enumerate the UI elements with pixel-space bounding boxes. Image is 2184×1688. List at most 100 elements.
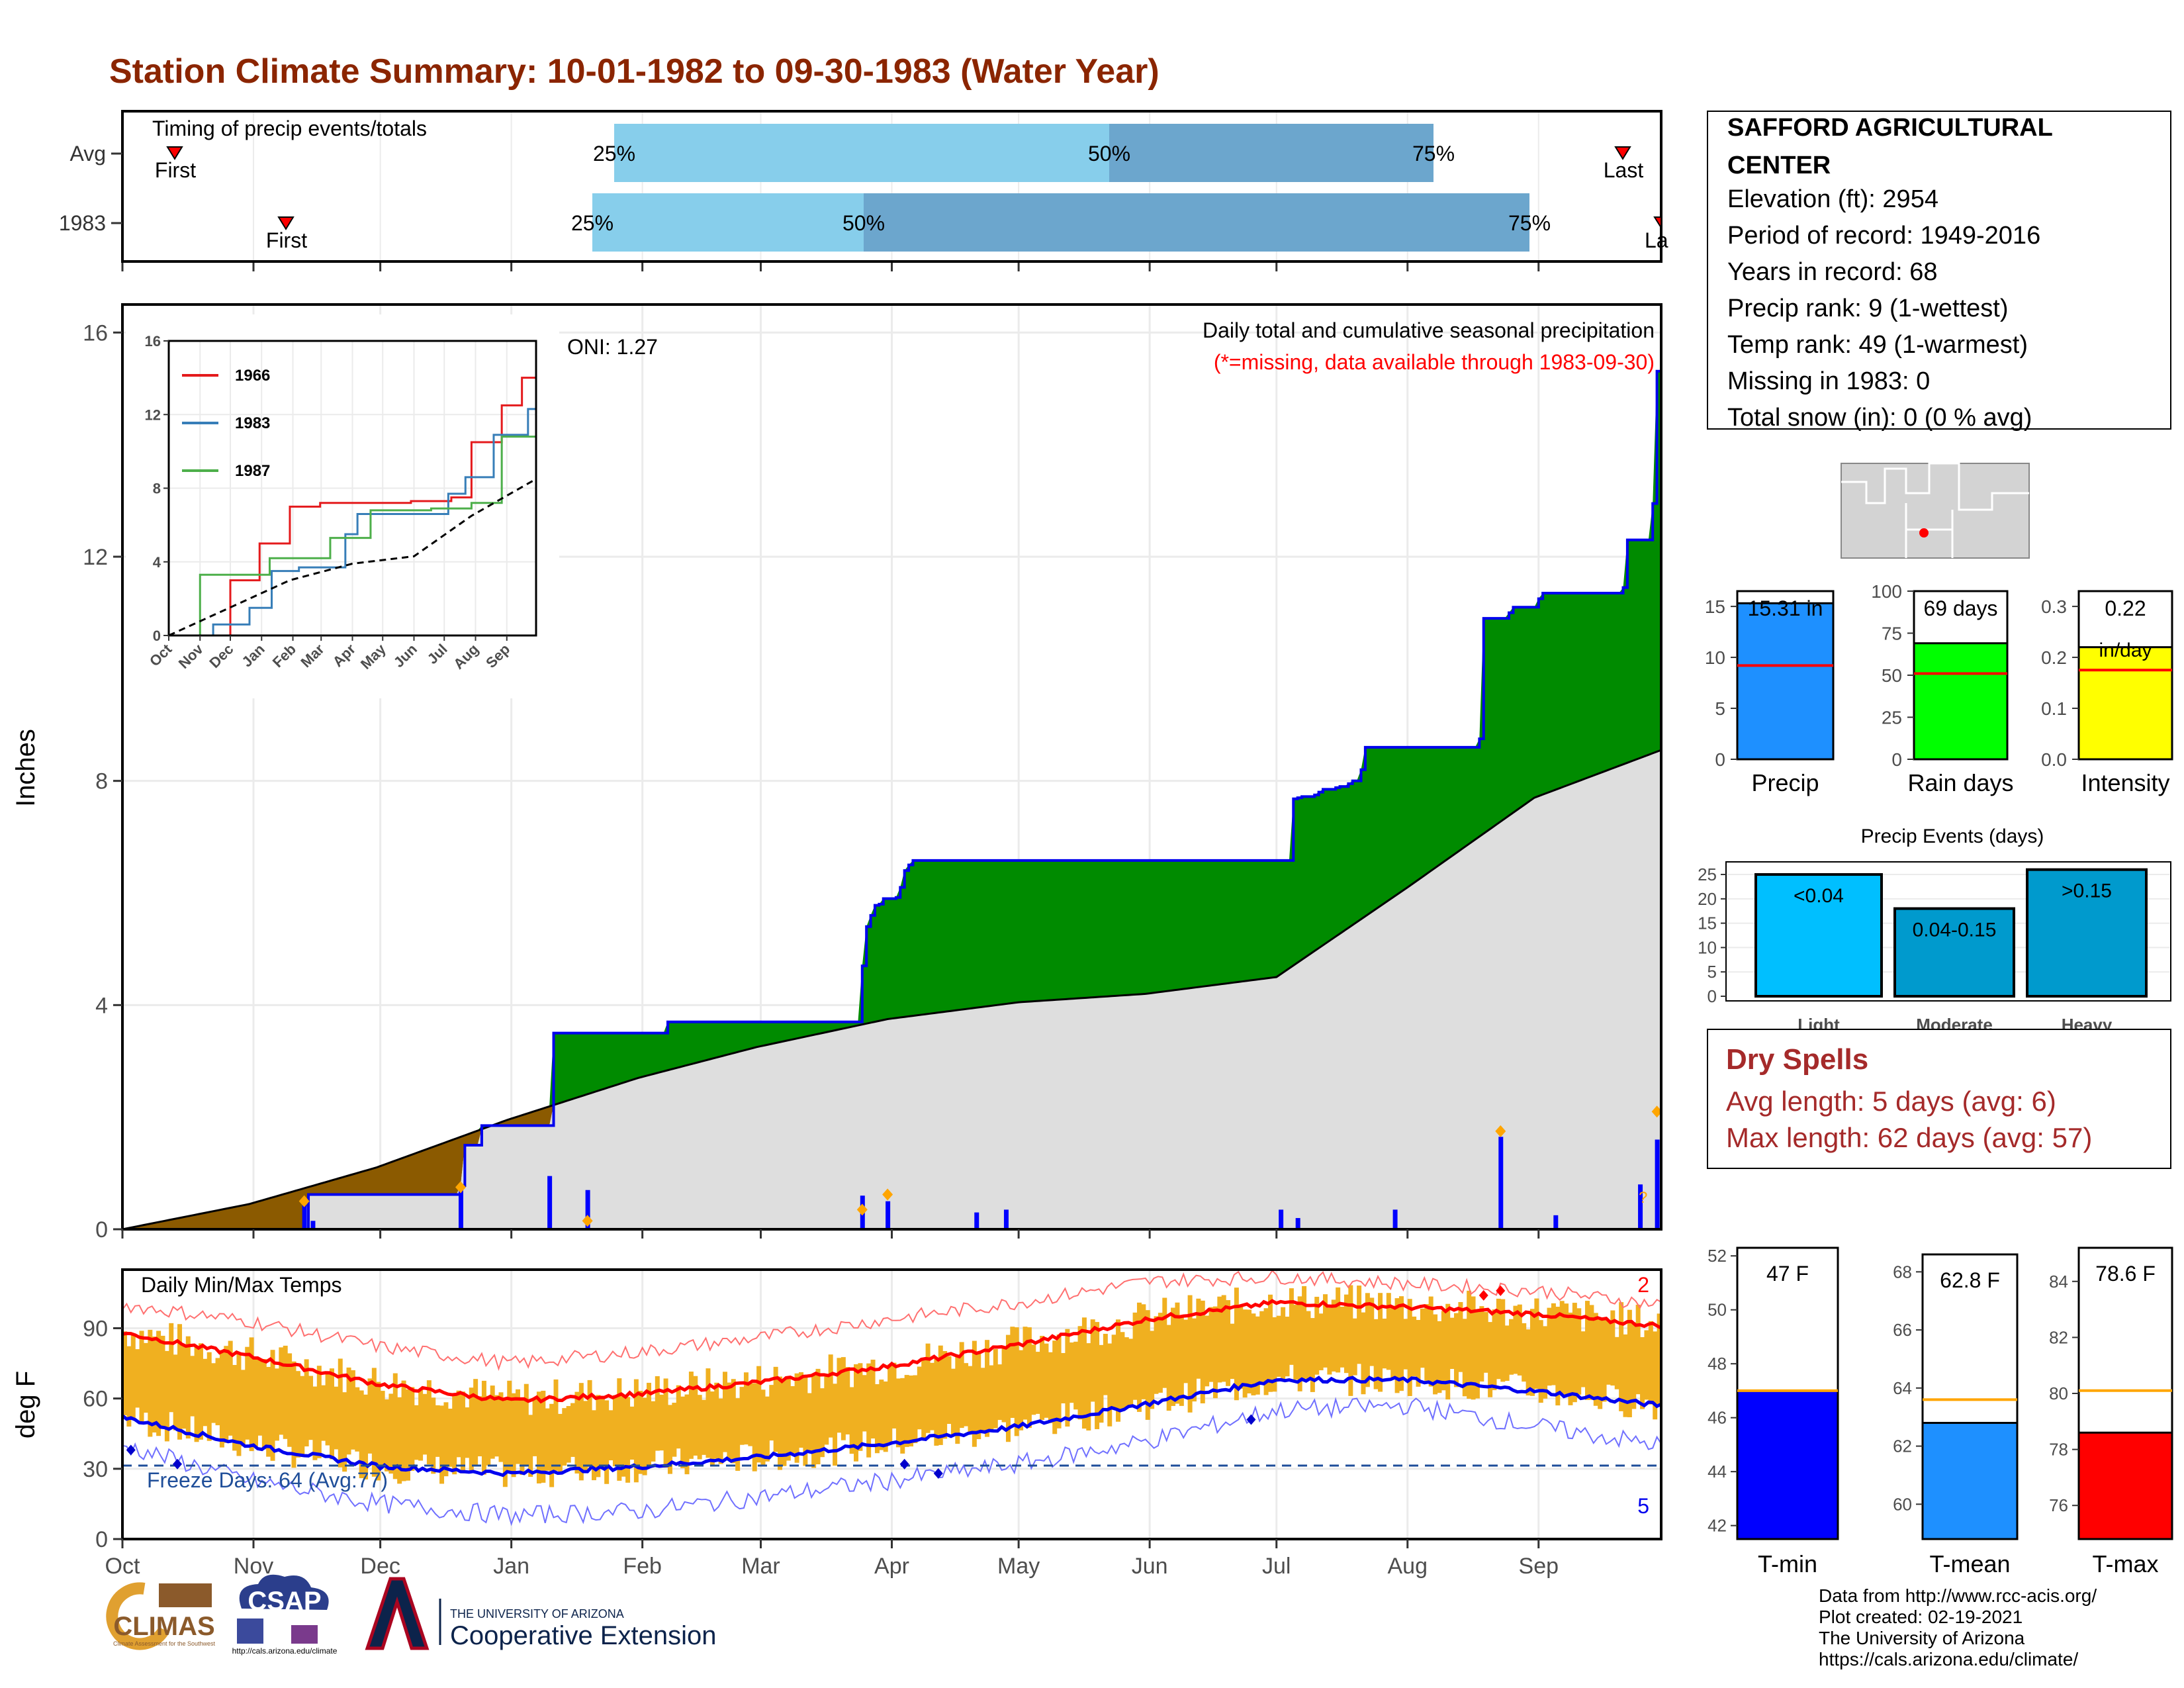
daily-temp-range-bar <box>1437 1321 1442 1393</box>
temp-xtick-label: Jul <box>1262 1554 1291 1579</box>
daily-temp-range-bar <box>760 1389 766 1466</box>
csap-logo: CSAP http://cals.arizona.edu/climate <box>232 1574 338 1656</box>
daily-temp-range-bar <box>541 1390 546 1483</box>
daily-temp-range-bar <box>1234 1288 1239 1401</box>
temp-ytick-label: 60 <box>83 1387 108 1412</box>
daily-temp-range-bar <box>1014 1327 1019 1436</box>
timing-avg-p75: 75% <box>1412 142 1455 165</box>
daily-temp-range-bar <box>334 1386 339 1450</box>
intensity-ytick-label: 0.2 <box>2041 647 2067 668</box>
daily-temp-range-bar <box>1657 1313 1662 1405</box>
daily-temp-range-bar <box>494 1395 500 1457</box>
daily-temp-range-bar <box>291 1361 296 1468</box>
daily-temp-range-bar <box>1365 1293 1370 1387</box>
daily-temp-range-bar <box>236 1354 242 1456</box>
precip-events-chart: Precip Events (days) 0510152025<0.04Ligh… <box>1698 825 2171 1035</box>
temp-ytick-label: 0 <box>95 1527 108 1552</box>
daily-temp-range-bar <box>1289 1288 1294 1365</box>
daily-temp-range-bar <box>1529 1309 1535 1396</box>
tmin-ytick-label: 44 <box>1707 1462 1727 1481</box>
daily-temp-range-bar <box>570 1403 576 1457</box>
intensity-ytick-label: 0.1 <box>2041 698 2067 719</box>
cumulative-1983-line <box>122 369 1661 1231</box>
station-info-line: Years in record: 68 <box>1727 258 1938 286</box>
daily-temp-range-bar <box>583 1401 588 1473</box>
daily-temp-range-bar <box>1154 1316 1159 1394</box>
daily-temp-range-bar <box>126 1346 132 1427</box>
daily-temp-range-bar <box>465 1407 470 1458</box>
daily-temp-range-bar <box>1407 1299 1412 1396</box>
timing-1983-p50: 50% <box>842 211 885 235</box>
daily-temp-range-bar <box>942 1351 948 1439</box>
daily-temp-range-bar <box>633 1379 639 1483</box>
daily-temp-range-bar <box>418 1389 424 1461</box>
tmax-label: T-max <box>2092 1550 2158 1577</box>
daily-temp-range-bar <box>1077 1326 1083 1420</box>
daily-temp-range-bar <box>1276 1315 1281 1377</box>
record-low-count: 5 <box>1637 1494 1649 1518</box>
tmean-ytick-label: 64 <box>1893 1378 1912 1398</box>
freeze-days-label: Freeze Days: 64 (Avg:77) <box>147 1468 388 1492</box>
intensity-bar <box>2077 646 2173 761</box>
temp-ytick-label: 90 <box>83 1316 108 1341</box>
daily-temp-range-bar <box>1116 1319 1121 1422</box>
record-min-line <box>122 1397 1662 1526</box>
daily-temp-range-bar <box>566 1406 571 1463</box>
daily-temp-range-bar <box>790 1386 796 1454</box>
station-info-line: Temp rank: 49 (1-warmest) <box>1727 331 2028 359</box>
daily-temp-range-bar <box>1458 1301 1463 1372</box>
inset-series-1983 <box>169 353 537 637</box>
daily-temp-range-bar <box>819 1388 825 1458</box>
daily-temp-range-bar <box>709 1391 715 1467</box>
daily-temp-range-bar <box>1534 1298 1539 1389</box>
inset-ytick-label: 0 <box>153 628 161 644</box>
daily-temp-range-bar <box>1416 1320 1421 1387</box>
daily-temp-range-bar <box>143 1342 148 1413</box>
events-ytick-label: 5 <box>1707 962 1717 982</box>
avg-max-line <box>122 1299 1662 1404</box>
daily-temp-range-bar <box>380 1391 385 1467</box>
climas-logo-mark <box>106 1582 169 1650</box>
daily-temp-range-bar <box>769 1385 774 1441</box>
daily-temp-range-bar <box>718 1398 723 1464</box>
daily-temp-range-bar <box>617 1378 622 1481</box>
daily-temp-range-bar <box>304 1359 309 1447</box>
daily-temp-range-bar <box>879 1380 884 1450</box>
dry-spells-max: Max length: 62 days (avg: 57) <box>1726 1122 2092 1153</box>
daily-temp-range-bar <box>1640 1336 1645 1409</box>
daily-temp-range-bar <box>663 1378 668 1468</box>
daily-temp-range-bar <box>909 1375 914 1447</box>
daily-temp-range-bar <box>185 1336 191 1439</box>
daily-temp-range-bar <box>1205 1315 1210 1387</box>
daily-temp-range-bar <box>976 1353 981 1440</box>
daily-temp-range-bar <box>329 1368 334 1460</box>
daily-temp-range-bar <box>1525 1329 1531 1396</box>
record-low-marker <box>1246 1414 1256 1425</box>
daily-precip-bar <box>310 1221 316 1229</box>
daily-temp-range-bar <box>1226 1300 1231 1386</box>
daily-temp-range-bar <box>1382 1318 1387 1369</box>
timing-avg-p25: 25% <box>593 142 635 165</box>
daily-temp-range-bar <box>731 1379 736 1464</box>
daily-temp-range-bar <box>300 1376 305 1458</box>
daily-temp-range-bar <box>1602 1319 1607 1402</box>
daily-temp-range-bar <box>245 1346 250 1440</box>
daily-temp-range-bar <box>1200 1300 1205 1404</box>
daily-temp-range-bar <box>1001 1348 1007 1423</box>
timing-avg-bar-50-75 <box>1109 124 1433 182</box>
record-low-marker <box>173 1458 183 1470</box>
timing-avg-last-marker <box>1614 146 1631 160</box>
daily-temp-range-bar <box>803 1375 808 1466</box>
daily-temp-range-bar <box>1297 1296 1302 1391</box>
daily-temp-range-bar <box>1005 1335 1011 1442</box>
daily-temp-range-bar <box>1454 1313 1459 1387</box>
rain_days-ytick-label: 100 <box>1871 581 1902 602</box>
daily-temp-range-bar <box>431 1397 436 1474</box>
daily-temp-range-bar <box>1238 1306 1244 1389</box>
daily-temp-range-bar <box>1056 1335 1062 1429</box>
daily-temp-range-bar <box>917 1366 922 1430</box>
daily-temp-range-bar <box>625 1397 631 1483</box>
daily-temp-range-bar <box>824 1374 829 1445</box>
daily-temp-range-bar <box>1606 1319 1611 1385</box>
